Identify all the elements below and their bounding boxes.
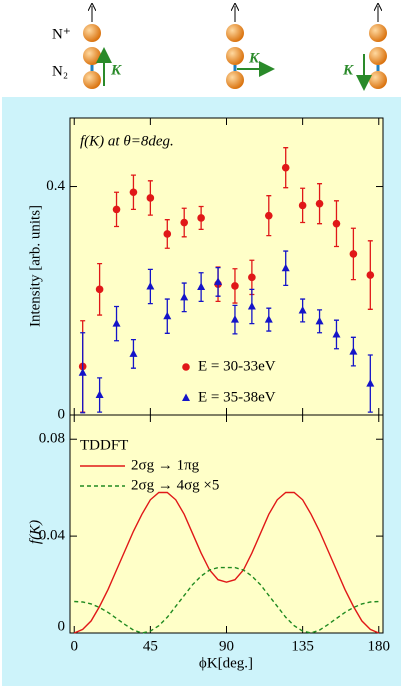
data-point: [112, 205, 121, 214]
data-point: [197, 282, 206, 291]
x-tick-label: 0: [70, 638, 78, 654]
line-series: [74, 566, 379, 634]
data-point: [214, 277, 223, 285]
data-point: [332, 219, 341, 228]
data-point: [230, 315, 239, 323]
legend-label: 2σg → 1πg: [131, 457, 200, 473]
k-label: K: [342, 62, 354, 78]
data-point: [315, 316, 324, 325]
data-point: [349, 347, 358, 355]
data-point: [248, 273, 256, 282]
data-point: [366, 379, 375, 387]
legend-marker: [182, 393, 190, 401]
data-point: [78, 368, 87, 376]
data-point: [264, 211, 273, 220]
molecule-diagrams: N⁺ N₂ K K K: [52, 6, 387, 91]
k-label: K: [110, 62, 122, 78]
y-tick-label: 0.04: [39, 528, 66, 544]
data-point: [264, 315, 273, 323]
molecule-2: [226, 6, 275, 89]
molecule-1: [83, 6, 112, 89]
data-point: [332, 329, 341, 338]
data-point: [163, 230, 172, 238]
data-point: [281, 263, 290, 272]
x-tick-label: 45: [143, 638, 158, 654]
y-tick-label: 0: [58, 618, 66, 634]
data-point: [180, 292, 189, 301]
molecule-3: [356, 6, 387, 91]
legend-label: E = 35-38eV: [198, 389, 276, 405]
data-point: [298, 201, 307, 210]
molecule-label: N₂: [52, 63, 68, 79]
data-point: [129, 188, 138, 197]
y-tick-label: 0.4: [46, 178, 65, 194]
data-point: [366, 271, 375, 279]
x-tick-label: 180: [368, 638, 391, 654]
y-tick-label: 0: [58, 406, 66, 422]
data-point: [163, 311, 172, 320]
chart-title: f(K) at θ=8deg.: [80, 133, 174, 149]
x-tick-label: 135: [291, 638, 314, 654]
x-axis-label: ϕK[deg.]: [199, 655, 253, 671]
legend-label: 2σg → 4σg ×5: [131, 477, 219, 493]
data-point: [146, 194, 155, 202]
line-series: [73, 491, 380, 634]
legend-label: E = 30-33eV: [198, 358, 276, 374]
data-point: [146, 281, 155, 290]
legend-marker: [182, 363, 190, 371]
data-point: [247, 301, 256, 310]
x-tick-label: 90: [219, 638, 234, 654]
data-point: [180, 218, 189, 227]
k-label: K: [248, 50, 260, 66]
y-tick-label: 0.08: [39, 431, 65, 447]
data-point: [349, 250, 358, 258]
data-point: [298, 305, 307, 314]
data-point: [197, 214, 205, 222]
data-point: [231, 282, 239, 290]
plot-area: [69, 117, 384, 634]
data-point: [112, 319, 121, 327]
ion-label: N⁺: [52, 26, 71, 42]
data-point: [95, 285, 104, 294]
y-axis-label: f(K): [27, 520, 43, 544]
annotation: TDDFT: [80, 437, 128, 453]
data-point: [129, 349, 138, 357]
data-point: [315, 199, 324, 208]
data-point: [281, 163, 290, 172]
y-axis-label: Intensity [arb. units]: [27, 205, 43, 327]
data-point: [95, 390, 104, 399]
